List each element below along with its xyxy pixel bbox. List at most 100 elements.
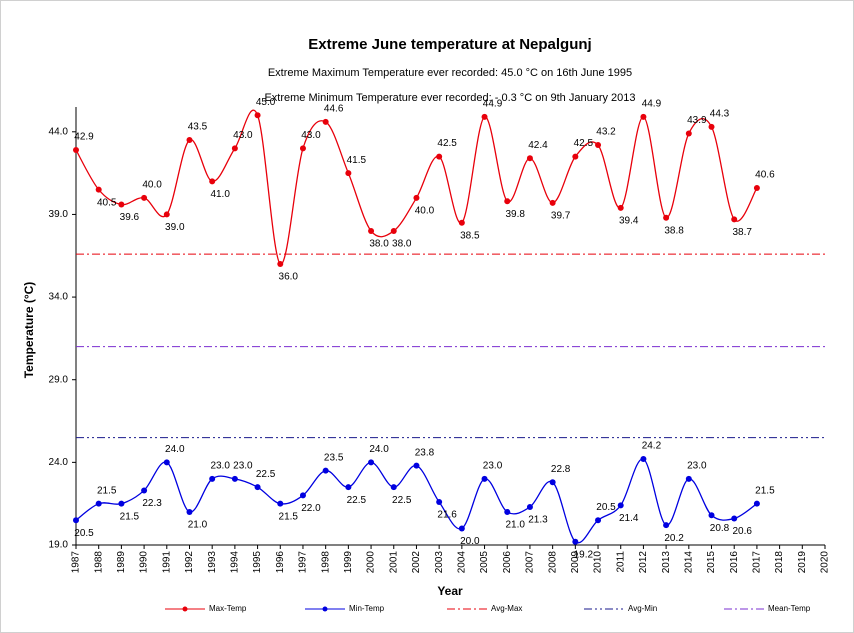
data-point xyxy=(685,130,692,137)
data-point xyxy=(436,499,443,506)
data-point xyxy=(118,201,125,208)
data-point xyxy=(277,500,284,507)
data-point xyxy=(299,492,306,499)
legend-label: Avg-Min xyxy=(628,604,657,613)
x-tick-label: 2015 xyxy=(706,551,717,574)
data-label: 20.5 xyxy=(596,502,616,513)
y-tick-label: 44.0 xyxy=(49,126,69,137)
data-point xyxy=(254,112,261,119)
data-label: 23.0 xyxy=(483,461,503,472)
data-label: 21.5 xyxy=(279,511,299,522)
x-tick-label: 2005 xyxy=(479,551,490,574)
x-tick-label: 1990 xyxy=(139,551,150,574)
x-tick-label: 2020 xyxy=(820,551,831,574)
data-point xyxy=(254,484,261,491)
data-point xyxy=(95,500,102,507)
data-point xyxy=(458,525,465,532)
x-tick-label: 1995 xyxy=(252,551,263,574)
data-point xyxy=(277,261,284,268)
data-point xyxy=(209,475,216,482)
data-label: 44.9 xyxy=(483,99,503,110)
data-label: 20.6 xyxy=(732,526,752,537)
data-point xyxy=(753,184,760,191)
data-point xyxy=(458,219,465,226)
data-point xyxy=(617,204,624,211)
data-label: 22.5 xyxy=(347,495,367,506)
data-label: 39.8 xyxy=(506,209,526,220)
y-tick-label: 34.0 xyxy=(49,292,69,303)
data-label: 21.6 xyxy=(437,510,457,521)
y-axis-label: Temperature (°C) xyxy=(22,282,36,379)
data-label: 42.5 xyxy=(574,138,594,149)
y-tick-label: 29.0 xyxy=(49,374,69,385)
legend-label: Avg-Max xyxy=(491,604,522,613)
data-label: 22.5 xyxy=(256,469,276,480)
data-point xyxy=(708,123,715,130)
data-point xyxy=(640,456,647,463)
data-label: 39.4 xyxy=(619,215,639,226)
data-label: 21.3 xyxy=(528,515,548,526)
data-label: 42.9 xyxy=(74,132,94,143)
data-label: 38.7 xyxy=(732,227,752,238)
data-point xyxy=(526,155,533,162)
data-label: 36.0 xyxy=(279,272,299,283)
data-point xyxy=(141,487,148,494)
data-label: 45.0 xyxy=(256,97,276,108)
subtitle: Extreme Minimum Temperature ever recorde… xyxy=(264,92,635,104)
x-tick-label: 2018 xyxy=(774,551,785,574)
x-axis-label: Year xyxy=(437,584,463,598)
data-point xyxy=(163,459,170,466)
data-point xyxy=(731,216,738,223)
data-point xyxy=(322,118,329,125)
data-label: 43.5 xyxy=(188,122,208,133)
data-point xyxy=(118,500,125,507)
data-point xyxy=(595,142,602,149)
data-point xyxy=(504,508,511,515)
data-point xyxy=(504,198,511,205)
x-tick-label: 1999 xyxy=(343,551,354,574)
data-label: 21.4 xyxy=(619,513,639,524)
x-tick-label: 1988 xyxy=(93,551,104,574)
data-point xyxy=(685,475,692,482)
x-tick-label: 2004 xyxy=(456,551,467,574)
data-label: 39.6 xyxy=(120,212,140,223)
data-label: 44.3 xyxy=(710,108,730,119)
legend-marker xyxy=(322,606,328,612)
data-point xyxy=(436,153,443,160)
data-point xyxy=(595,517,602,524)
data-label: 21.5 xyxy=(120,511,140,522)
legend-label: Max-Temp xyxy=(209,604,247,613)
x-tick-label: 2002 xyxy=(411,551,422,574)
data-point xyxy=(390,484,397,491)
data-point xyxy=(549,199,556,206)
data-point xyxy=(617,502,624,509)
data-label: 22.0 xyxy=(301,503,321,514)
legend-label: Mean-Temp xyxy=(768,604,811,613)
data-label: 21.0 xyxy=(188,520,208,531)
data-label: 38.8 xyxy=(664,225,684,236)
data-label: 43.9 xyxy=(687,115,707,126)
data-point xyxy=(209,178,216,185)
data-point xyxy=(663,214,670,221)
data-label: 23.8 xyxy=(415,447,435,458)
data-label: 24.0 xyxy=(369,444,389,455)
data-label: 22.5 xyxy=(392,495,412,506)
data-label: 20.8 xyxy=(710,523,730,534)
data-point xyxy=(231,145,238,152)
data-label: 23.0 xyxy=(687,461,707,472)
x-tick-label: 1997 xyxy=(298,551,309,574)
data-label: 19.2 xyxy=(574,549,594,560)
data-point xyxy=(345,170,352,177)
data-point xyxy=(572,538,579,545)
data-point xyxy=(753,500,760,507)
x-tick-label: 1994 xyxy=(230,551,241,574)
x-tick-label: 2013 xyxy=(661,551,672,574)
data-label: 42.4 xyxy=(528,140,548,151)
data-label: 20.5 xyxy=(74,528,94,539)
x-tick-label: 1989 xyxy=(116,551,127,574)
data-label: 24.0 xyxy=(165,444,185,455)
data-label: 40.0 xyxy=(142,180,162,191)
x-tick-label: 1991 xyxy=(161,551,172,574)
data-label: 43.0 xyxy=(233,130,253,141)
